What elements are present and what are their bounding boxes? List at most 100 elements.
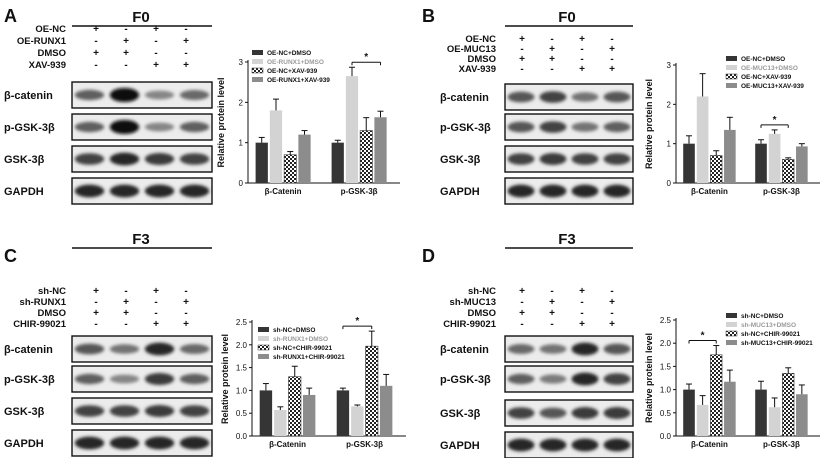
bar: [724, 381, 736, 436]
treatment-sign: +: [153, 24, 159, 35]
bar: [696, 404, 709, 436]
treatment-sign: -: [610, 308, 613, 319]
y-tick-label: 1.0: [660, 386, 672, 395]
treatment-sign: +: [549, 308, 555, 319]
panel-letter: A: [4, 6, 17, 26]
treatment-sign: +: [123, 297, 129, 308]
blot-band: [603, 343, 631, 355]
treatment-sign: +: [93, 48, 99, 59]
treatment-label: OE-NC: [465, 34, 496, 45]
legend-swatch: [725, 330, 738, 337]
blot-label: p-GSK-3β: [4, 122, 55, 134]
treatment-sign: -: [154, 297, 157, 308]
bar: [274, 410, 287, 436]
blot-label: p-GSK-3β: [440, 122, 491, 134]
treatment-sign: -: [94, 60, 97, 71]
treatment-sign: +: [123, 36, 129, 47]
treatment-sign: +: [549, 54, 555, 65]
blot-label: GSK-3β: [4, 406, 45, 418]
blot-band: [109, 152, 140, 166]
y-tick-label: 2.0: [236, 341, 248, 350]
bar: [379, 385, 393, 436]
blot-band: [571, 122, 599, 132]
treatment-sign: +: [579, 286, 585, 297]
treatment-sign: -: [124, 24, 127, 35]
treatment-sign: -: [580, 308, 583, 319]
treatment-sign: +: [609, 64, 615, 75]
blot-band: [571, 153, 599, 165]
blot-band: [74, 343, 105, 355]
y-tick-label: 1.5: [660, 362, 672, 371]
blot-band: [144, 436, 175, 450]
blot-band: [507, 121, 535, 133]
legend-swatch: [251, 67, 264, 74]
bar: [683, 143, 695, 183]
y-tick-label: 0.5: [236, 409, 248, 418]
chart-d: 0.0 0.5 1.0 1.5 2.0 2.5 Relative protein level…: [644, 313, 820, 449]
y-tick-label: 0: [239, 179, 244, 188]
blot-band: [603, 153, 631, 165]
treatment-label: OE-RUNX1: [17, 36, 67, 47]
panel-letter: B: [422, 6, 435, 26]
legend-label: OE-RUNX1+DMSO: [267, 59, 324, 66]
bar: [796, 394, 808, 436]
treatment-sign: -: [550, 34, 553, 45]
blot-band: [144, 184, 175, 198]
blot-band: [144, 122, 175, 132]
legend-swatch: [726, 65, 737, 70]
x-tick-label: p-GSK-3β: [763, 187, 800, 196]
legend-label: OE-NC+DMSO: [267, 50, 311, 57]
blot-band: [507, 184, 535, 198]
blot-label: β-catenin: [440, 344, 489, 356]
y-tick-label: 3: [667, 61, 672, 70]
y-tick-label: 2.5: [236, 318, 248, 327]
blot-band: [603, 407, 631, 419]
significance-star: *: [701, 331, 705, 342]
significance-star: *: [364, 52, 368, 63]
bar: [331, 142, 344, 183]
treatment-sign: -: [610, 34, 613, 45]
legend-swatch: [726, 322, 737, 327]
bar: [351, 406, 364, 436]
blot-band: [571, 92, 599, 102]
blot-label: GAPDH: [4, 438, 44, 450]
blot-band: [539, 407, 567, 419]
significance-star: *: [355, 316, 359, 327]
treatment-sign: +: [153, 60, 159, 71]
y-tick-label: 1: [239, 139, 244, 148]
legend-swatch: [252, 77, 263, 82]
treatment-sign: -: [580, 44, 583, 55]
bar: [365, 345, 379, 437]
legend-label: sh-RUNX1+CHIR-99021: [273, 354, 345, 361]
treatment-sign: -: [184, 24, 187, 35]
x-tick-label: p-GSK-3β: [341, 187, 378, 196]
treatment-label: sh-NC: [468, 286, 496, 297]
blot-band: [144, 405, 175, 417]
blot-band: [539, 121, 567, 133]
blot-band: [179, 373, 210, 385]
treatment-sign: -: [580, 54, 583, 65]
bar: [298, 134, 311, 183]
bar: [336, 390, 350, 436]
treatment-sign: -: [520, 297, 523, 308]
legend-swatch: [726, 83, 737, 88]
blot-band: [109, 436, 140, 450]
treatment-label: DMSO: [468, 308, 497, 319]
treatment-label: OE-NC: [35, 24, 66, 35]
blot-label: GAPDH: [440, 440, 480, 452]
blot-band: [571, 407, 599, 419]
blot-band: [109, 184, 140, 198]
treatment-sign: +: [549, 44, 555, 55]
treatment-sign: +: [183, 36, 189, 47]
treatment-sign: +: [93, 286, 99, 297]
bar: [755, 389, 767, 436]
legend-swatch: [252, 59, 263, 64]
bar: [796, 146, 808, 183]
blot-band: [74, 89, 105, 101]
bar: [359, 130, 373, 184]
legend-label: sh-RUNX1+DMSO: [273, 336, 328, 343]
blot-band: [603, 91, 631, 103]
treatment-sign: -: [94, 36, 97, 47]
blot-band: [571, 372, 599, 386]
